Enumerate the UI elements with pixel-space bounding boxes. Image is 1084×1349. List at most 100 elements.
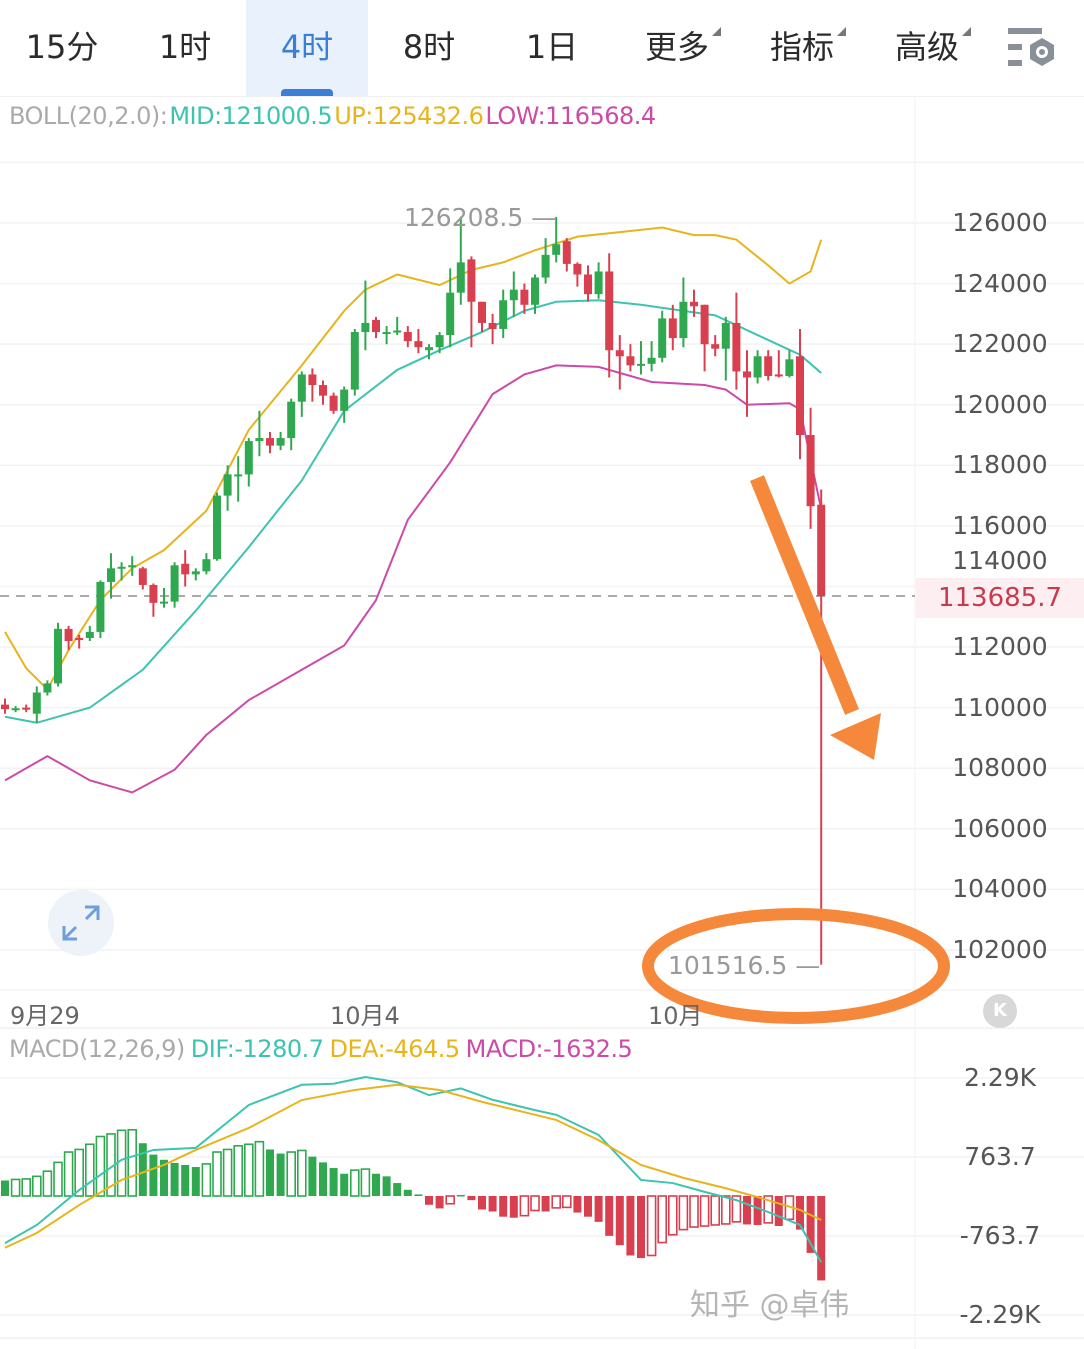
candle-body xyxy=(552,244,561,255)
macd-axis-label: -2.29K xyxy=(959,1300,1041,1329)
expand-button[interactable] xyxy=(48,890,114,956)
macd-bar xyxy=(605,1196,614,1236)
macd-bar xyxy=(594,1196,603,1222)
macd-bar xyxy=(212,1151,222,1197)
macd-bar xyxy=(541,1196,550,1212)
candle-body xyxy=(605,271,614,351)
tab-5[interactable]: 更多 xyxy=(614,0,740,96)
candle-body xyxy=(382,332,391,335)
candle-body xyxy=(679,301,688,339)
candle-body xyxy=(573,263,582,275)
macd-bar xyxy=(689,1195,699,1228)
macd-dea: DEA:-464.5 xyxy=(329,1035,461,1063)
macd-bar xyxy=(561,1195,572,1209)
tab-label: 4时 xyxy=(280,28,334,66)
candle-body xyxy=(319,385,327,396)
macd-bar xyxy=(21,1178,32,1197)
candle-body xyxy=(774,374,783,377)
macd-value: MACD:-1632.5 xyxy=(465,1035,633,1063)
macd-bar xyxy=(233,1145,243,1197)
candle-body xyxy=(764,356,773,376)
candle-body xyxy=(478,301,486,323)
macd-bar xyxy=(796,1196,804,1230)
candle-body xyxy=(11,708,20,711)
tab-0[interactable]: 15分 xyxy=(0,0,124,96)
tab-3[interactable]: 8时 xyxy=(368,0,490,96)
macd-bar xyxy=(657,1195,668,1244)
macd-bar xyxy=(201,1163,212,1197)
candle-body xyxy=(329,395,338,411)
timeframe-tab-bar: 15分 1时 4时 8时 1日 更多 指标 高级 xyxy=(0,0,1084,97)
candle-body xyxy=(796,356,804,436)
tab-label: 更多 xyxy=(645,27,721,66)
tab-4[interactable]: 1日 xyxy=(490,0,614,96)
price-axis-label: 104000 xyxy=(952,874,1048,904)
macd-bar xyxy=(149,1154,158,1196)
macd-bar xyxy=(74,1148,84,1197)
macd-bar xyxy=(699,1195,710,1227)
candle-body xyxy=(541,254,550,278)
macd-bar xyxy=(116,1129,127,1197)
macd-bar xyxy=(488,1196,497,1212)
macd-bar xyxy=(509,1196,518,1218)
macd-bar xyxy=(276,1153,285,1196)
candle-body xyxy=(75,637,84,640)
macd-bar xyxy=(743,1196,751,1225)
macd-bar xyxy=(435,1196,444,1209)
macd-bar xyxy=(266,1149,274,1196)
tab-7[interactable]: 高级 xyxy=(864,0,990,96)
candle-body xyxy=(244,441,253,475)
boll-mid-line xyxy=(4,299,822,724)
candle-body xyxy=(64,628,73,642)
x-label-1: 10月4 xyxy=(330,1002,400,1030)
price-axis-label: 102000 xyxy=(952,934,1048,964)
macd-bar xyxy=(456,1194,465,1197)
boll-low-line xyxy=(4,364,823,794)
macd-bar xyxy=(530,1195,540,1212)
macd-bar xyxy=(138,1143,147,1196)
candle-body xyxy=(234,474,243,477)
tab-1[interactable]: 1时 xyxy=(124,0,246,96)
scroll-to-latest-button[interactable]: K xyxy=(983,994,1017,1028)
macd-bar xyxy=(573,1196,582,1213)
candle-body xyxy=(531,277,539,305)
candle-body xyxy=(393,330,402,333)
candle-body xyxy=(509,289,518,301)
price-axis-label: 112000 xyxy=(952,632,1048,662)
price-axis-label: 110000 xyxy=(952,692,1048,722)
candle-body xyxy=(499,300,508,330)
price-axis-label: 120000 xyxy=(952,389,1048,419)
min-price-label: 101516.5 — xyxy=(668,951,821,980)
macd-bar xyxy=(753,1196,762,1225)
candle-body xyxy=(721,322,730,349)
candle-body xyxy=(456,262,465,293)
price-axis-label: 114000 xyxy=(952,546,1048,575)
boll-legend: BOLL(20,2.0):MID:121000.5UP:125432.6LOW:… xyxy=(9,102,664,130)
macd-bar xyxy=(63,1151,74,1197)
candle-body xyxy=(308,374,317,386)
dropdown-caret-icon xyxy=(712,27,721,36)
macd-bar xyxy=(340,1173,349,1196)
chart-settings-icon[interactable] xyxy=(1006,26,1058,70)
macd-bar xyxy=(382,1176,391,1196)
macd-axis-label: -763.7 xyxy=(959,1221,1041,1250)
annotation-circle xyxy=(642,908,950,1024)
macd-bar xyxy=(637,1196,645,1259)
macd-bar xyxy=(393,1183,402,1196)
macd-bar xyxy=(615,1196,624,1246)
macd-bar xyxy=(53,1161,63,1197)
tab-2[interactable]: 4时 xyxy=(246,0,368,96)
price-axis-label: 124000 xyxy=(952,268,1048,298)
macd-bar xyxy=(181,1164,190,1196)
candle-body xyxy=(340,389,349,411)
candle-body xyxy=(435,335,444,348)
boll-up: UP:125432.6 xyxy=(334,102,484,130)
macd-bar xyxy=(222,1148,233,1197)
macd-bar xyxy=(296,1149,307,1197)
tab-label: 指标 xyxy=(770,27,846,66)
tab-6[interactable]: 指标 xyxy=(740,0,864,96)
macd-bar xyxy=(95,1135,106,1197)
candle-body xyxy=(647,357,656,364)
candle-body xyxy=(562,241,571,264)
